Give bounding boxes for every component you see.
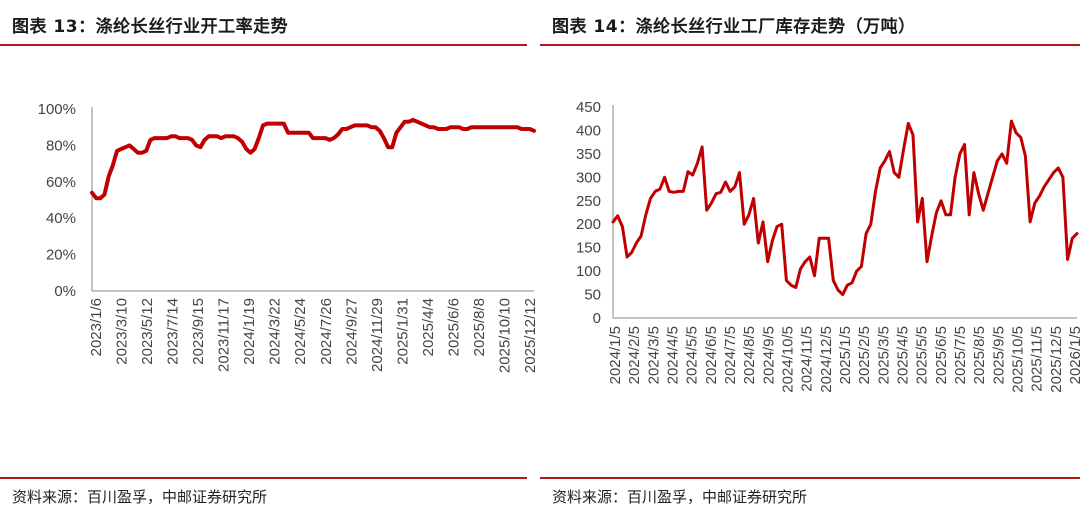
x-tick-label: 2024/9/27 [343, 298, 360, 365]
y-tick-label: 0% [54, 283, 76, 300]
left-source-text: 资料来源：百川盈孚，中邮证券研究所 [12, 488, 268, 506]
y-tick-label: 40% [46, 210, 76, 227]
x-tick-label: 2024/5/24 [292, 298, 309, 365]
x-tick-label: 2023/3/10 [114, 298, 131, 365]
x-tick-label: 2025/4/4 [420, 298, 437, 356]
left-title-divider [0, 44, 527, 46]
x-tick-label: 2024/8/5 [741, 326, 758, 384]
x-tick-label: 2024/12/5 [818, 326, 835, 393]
right-title-divider [540, 44, 1080, 46]
y-tick-label: 80% [46, 137, 76, 154]
x-tick-label: 2024/4/5 [665, 326, 682, 384]
x-tick-label: 2025/6/5 [933, 326, 950, 384]
x-tick-label: 2025/9/5 [990, 326, 1007, 384]
x-tick-label: 2024/7/5 [722, 326, 739, 384]
x-tick-label: 2023/1/6 [88, 298, 105, 356]
right-source-text: 资料来源：百川盈孚，中邮证券研究所 [552, 488, 808, 506]
x-tick-label: 2025/7/5 [952, 326, 969, 384]
x-tick-label: 2025/10/10 [496, 298, 513, 373]
x-tick-label: 2023/5/12 [139, 298, 156, 365]
x-tick-label: 2025/4/5 [895, 326, 912, 384]
x-tick-label: 2024/1/19 [241, 298, 258, 365]
x-tick-label: 2024/11/5 [799, 326, 816, 392]
left-chart-title: 图表 13：涤纶长丝行业开工率走势 [12, 17, 289, 37]
right-chart-title: 图表 14：涤纶长丝行业工厂库存走势（万吨） [552, 17, 916, 37]
x-tick-label: 2024/6/5 [703, 326, 720, 384]
y-tick-label: 200 [576, 216, 601, 233]
x-tick-label: 2024/10/5 [780, 326, 797, 393]
y-tick-label: 100 [576, 263, 601, 280]
y-tick-label: 50 [584, 287, 601, 304]
x-tick-label: 2024/1/5 [607, 326, 624, 384]
x-tick-label: 2024/7/26 [318, 298, 335, 365]
x-tick-label: 2024/11/29 [369, 298, 386, 372]
y-tick-label: 20% [46, 247, 76, 264]
x-tick-label: 2025/8/5 [971, 326, 988, 384]
x-tick-label: 2024/5/5 [684, 326, 701, 384]
x-tick-label: 2025/6/6 [445, 298, 462, 356]
x-tick-label: 2025/12/5 [1048, 326, 1065, 393]
x-tick-label: 2024/9/5 [760, 326, 777, 384]
x-tick-label: 2025/10/5 [1010, 326, 1027, 393]
y-tick-label: 60% [46, 174, 76, 191]
y-tick-label: 300 [576, 169, 601, 186]
x-tick-label: 2025/1/31 [394, 298, 411, 365]
left-source-divider [0, 477, 527, 479]
x-tick-label: 2024/3/5 [645, 326, 662, 384]
x-tick-label: 2025/8/8 [471, 298, 488, 356]
x-tick-label: 2023/11/17 [216, 298, 233, 372]
x-tick-label: 2024/2/5 [626, 326, 643, 384]
x-tick-label: 2025/3/5 [875, 326, 892, 384]
y-tick-label: 450 [576, 99, 601, 116]
x-tick-label: 2025/11/5 [1029, 326, 1046, 392]
y-tick-label: 400 [576, 122, 601, 139]
left-chart-panel: 图表 13：涤纶长丝行业开工率走势 0% 20% 40% 60% 80% 100% 2023… [0, 17, 539, 506]
left-chart-svg: 0% 20% 40% 60% 80% 100% 2023/1/6 2023/3/10 2023/… [38, 101, 539, 373]
y-tick-label: 250 [576, 193, 601, 210]
y-tick-label: 0 [593, 310, 601, 327]
series-line [611, 119, 1079, 297]
x-tick-label: 2023/9/15 [190, 298, 207, 365]
x-tick-label: 2025/2/5 [856, 326, 873, 384]
right-chart-panel: 图表 14：涤纶长丝行业工厂库存走势（万吨） 0 50 100 150 200 250 30… [540, 0, 1080, 517]
y-tick-label: 150 [576, 240, 601, 257]
x-tick-label: 2025/12/12 [522, 298, 539, 373]
right-source-divider [540, 477, 1080, 479]
x-tick-label: 2024/3/22 [267, 298, 284, 365]
x-tick-label: 2025/5/5 [914, 326, 931, 384]
x-tick-label: 2026/1/5 [1067, 326, 1080, 384]
x-tick-label: 2025/1/5 [837, 326, 854, 384]
y-tick-label: 350 [576, 146, 601, 163]
series-line [90, 117, 536, 201]
y-tick-label: 100% [38, 101, 76, 118]
x-tick-label: 2023/7/14 [165, 298, 182, 365]
